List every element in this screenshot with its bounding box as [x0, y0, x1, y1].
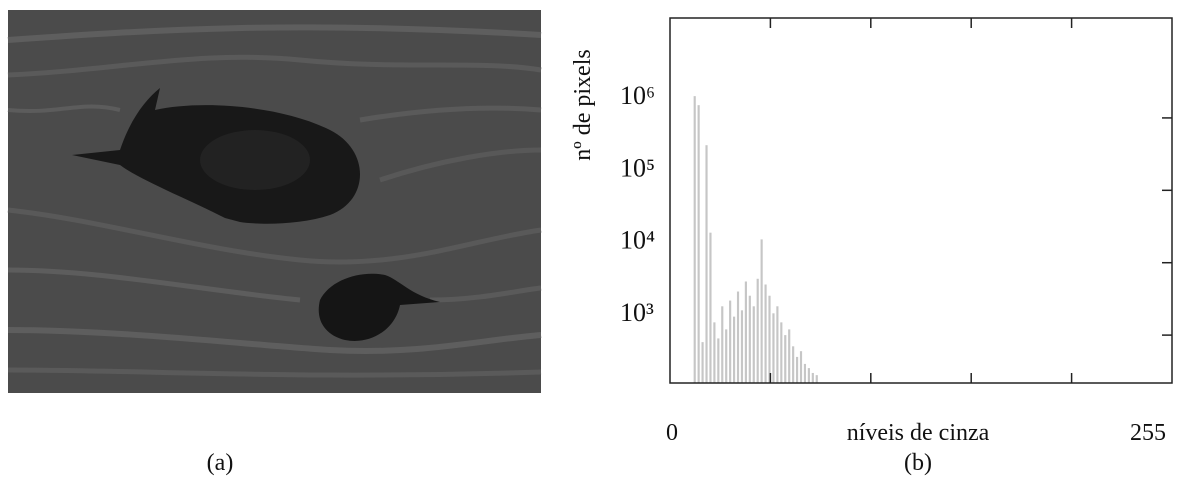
- bar: [788, 329, 791, 383]
- bar: [776, 306, 779, 383]
- caption: (b): [904, 450, 932, 476]
- x-axis-label: níveis de cinza: [847, 420, 990, 446]
- x-tick-label: 0: [666, 420, 678, 446]
- bar: [713, 322, 716, 383]
- bar: [772, 313, 775, 383]
- wood-photo: [7, 10, 542, 393]
- bar: [760, 239, 763, 383]
- bar: [792, 346, 795, 383]
- bar: [815, 375, 818, 383]
- bar: [768, 295, 771, 383]
- bar: [795, 356, 799, 383]
- caption: (a): [207, 450, 234, 476]
- y-tick-label: 10³: [620, 298, 654, 327]
- y-tick-label: 10⁶: [620, 81, 655, 110]
- bar: [807, 368, 810, 383]
- bar: [709, 232, 712, 383]
- bar: [799, 351, 803, 383]
- bar: [701, 342, 704, 383]
- bar: [752, 306, 755, 383]
- y-tick-label: 10⁴: [620, 226, 655, 255]
- bar: [729, 300, 732, 383]
- bar: [721, 306, 724, 383]
- bar: [803, 363, 807, 383]
- y-tick-label: 10⁵: [620, 153, 655, 182]
- bar: [756, 278, 759, 383]
- bar: [744, 281, 747, 383]
- bar: [780, 322, 783, 383]
- bar: [736, 291, 740, 383]
- bar: [705, 145, 708, 383]
- bar: [717, 338, 720, 383]
- plot-frame: [669, 17, 1173, 384]
- bar: [697, 105, 700, 383]
- bar: [740, 310, 744, 383]
- y-axis-label: nº de pixels: [570, 49, 596, 160]
- bar: [725, 329, 728, 383]
- bar: [748, 295, 751, 383]
- bar: [732, 316, 736, 383]
- bar: [784, 335, 787, 383]
- bar: [811, 372, 814, 383]
- bar: [764, 284, 767, 383]
- bar: [693, 96, 696, 383]
- x-tick-label: 255: [1130, 420, 1166, 446]
